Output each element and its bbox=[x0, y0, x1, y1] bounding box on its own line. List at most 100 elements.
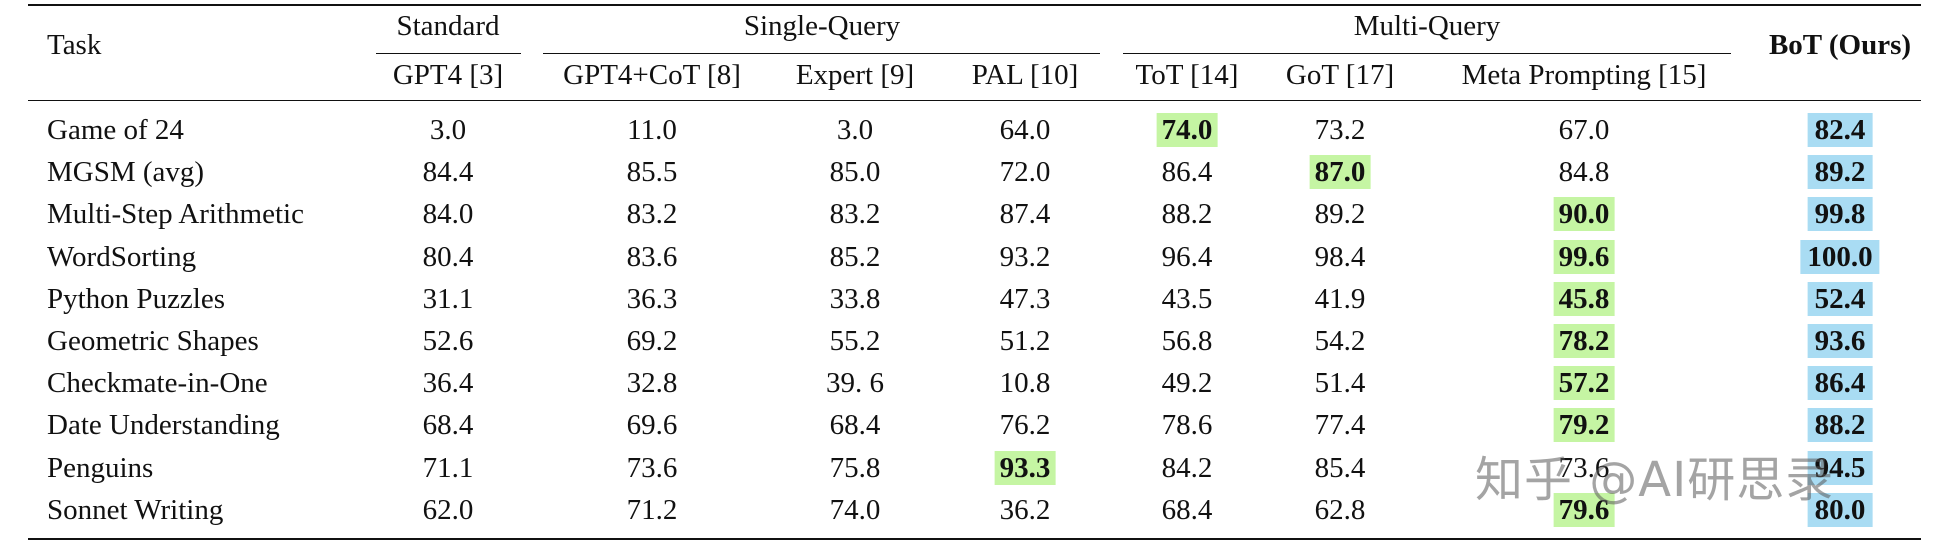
score-cell-expert: 39. 6 bbox=[826, 367, 884, 400]
watermark: 知乎 @AI研思录 bbox=[1475, 452, 1835, 508]
score-cell-bot: 94.5 bbox=[1807, 450, 1873, 485]
task-name-cell: Penguins bbox=[47, 451, 154, 484]
score-cell-gpt4cot: 85.5 bbox=[626, 156, 678, 189]
score-cell-tot: 78.6 bbox=[1161, 409, 1213, 442]
score-cell-got: 98.4 bbox=[1314, 240, 1366, 273]
score-cell-meta: 67.0 bbox=[1558, 114, 1610, 146]
score-cell-meta: 57.2 bbox=[1553, 366, 1615, 401]
score-cell-gpt4: 71.1 bbox=[422, 451, 474, 484]
score-cell-meta: 78.2 bbox=[1553, 324, 1615, 358]
score-cell-expert: 33.8 bbox=[829, 282, 881, 315]
single-query-group-header: Single-Query bbox=[743, 10, 901, 42]
score-cell-gpt4: 68.4 bbox=[422, 409, 474, 442]
score-cell-got: 87.0 bbox=[1309, 155, 1371, 190]
score-cell-pal: 87.4 bbox=[999, 198, 1051, 231]
score-cell-meta: 84.8 bbox=[1558, 156, 1610, 189]
score-cell-bot: 93.6 bbox=[1807, 324, 1873, 358]
score-cell-got: 54.2 bbox=[1314, 325, 1366, 357]
score-cell-tot: 86.4 bbox=[1161, 156, 1213, 189]
score-cell-expert: 3.0 bbox=[836, 114, 874, 146]
score-cell-pal: 93.2 bbox=[999, 240, 1051, 273]
score-cell-bot: 88.2 bbox=[1807, 408, 1873, 443]
score-cell-tot: 96.4 bbox=[1161, 240, 1213, 273]
score-cell-gpt4cot: 83.2 bbox=[626, 198, 678, 231]
score-cell-meta: 73.6 bbox=[1558, 451, 1610, 484]
score-cell-gpt4: 31.1 bbox=[422, 282, 474, 315]
score-cell-bot: 86.4 bbox=[1807, 366, 1873, 401]
col-header-tot: ToT [14] bbox=[1135, 59, 1239, 91]
score-cell-tot: 43.5 bbox=[1161, 282, 1213, 315]
task-name-cell: WordSorting bbox=[47, 240, 197, 273]
score-cell-meta: 45.8 bbox=[1553, 281, 1615, 316]
score-cell-pal: 10.8 bbox=[999, 367, 1051, 400]
task-name-cell: Game of 24 bbox=[47, 114, 184, 146]
score-cell-meta: 90.0 bbox=[1553, 197, 1615, 232]
task-name-cell: Sonnet Writing bbox=[47, 493, 224, 526]
score-cell-tot: 74.0 bbox=[1156, 113, 1218, 147]
score-cell-gpt4cot: 73.6 bbox=[626, 451, 678, 484]
multi-query-group-header: Multi-Query bbox=[1353, 10, 1501, 42]
score-cell-pal: 36.2 bbox=[999, 493, 1051, 526]
header-rule bbox=[28, 100, 1921, 101]
col-header-gpt4cot: GPT4+CoT [8] bbox=[563, 59, 741, 91]
score-cell-tot: 68.4 bbox=[1161, 493, 1213, 526]
score-cell-got: 51.4 bbox=[1314, 367, 1366, 400]
score-cell-gpt4: 3.0 bbox=[429, 114, 467, 146]
col-header-got: GoT [17] bbox=[1285, 59, 1395, 91]
score-cell-tot: 84.2 bbox=[1161, 451, 1213, 484]
single-query-group-rule bbox=[543, 53, 1100, 54]
score-cell-bot: 99.8 bbox=[1807, 197, 1873, 232]
score-cell-gpt4cot: 36.3 bbox=[626, 282, 678, 315]
score-cell-gpt4: 52.6 bbox=[422, 325, 474, 357]
bot-header: BoT (Ours) bbox=[1768, 29, 1912, 61]
score-cell-tot: 88.2 bbox=[1161, 198, 1213, 231]
col-header-meta: Meta Prompting [15] bbox=[1461, 59, 1707, 91]
score-cell-expert: 74.0 bbox=[829, 493, 881, 526]
task-name-cell: Geometric Shapes bbox=[47, 325, 259, 357]
score-cell-gpt4: 62.0 bbox=[422, 493, 474, 526]
score-cell-got: 85.4 bbox=[1314, 451, 1366, 484]
score-cell-bot: 80.0 bbox=[1807, 492, 1873, 527]
score-cell-gpt4cot: 71.2 bbox=[626, 493, 678, 526]
score-cell-pal: 51.2 bbox=[999, 325, 1051, 357]
score-cell-got: 89.2 bbox=[1314, 198, 1366, 231]
score-cell-gpt4: 36.4 bbox=[422, 367, 474, 400]
multi-query-group-rule bbox=[1123, 53, 1731, 54]
score-cell-gpt4cot: 32.8 bbox=[626, 367, 678, 400]
score-cell-gpt4cot: 69.6 bbox=[626, 409, 678, 442]
score-cell-gpt4: 80.4 bbox=[422, 240, 474, 273]
score-cell-pal: 47.3 bbox=[999, 282, 1051, 315]
score-cell-gpt4: 84.0 bbox=[422, 198, 474, 231]
standard-group-header: Standard bbox=[396, 10, 500, 42]
score-cell-got: 62.8 bbox=[1314, 493, 1366, 526]
score-cell-bot: 100.0 bbox=[1800, 239, 1880, 274]
score-cell-gpt4cot: 69.2 bbox=[626, 325, 678, 357]
col-header-expert: Expert [9] bbox=[795, 59, 915, 91]
score-cell-expert: 55.2 bbox=[829, 325, 881, 357]
score-cell-got: 41.9 bbox=[1314, 282, 1366, 315]
score-cell-meta: 99.6 bbox=[1553, 239, 1615, 274]
score-cell-tot: 56.8 bbox=[1161, 325, 1213, 357]
col-header-gpt4: GPT4 [3] bbox=[392, 59, 504, 91]
score-cell-got: 73.2 bbox=[1314, 114, 1366, 146]
col-header-pal: PAL [10] bbox=[971, 59, 1079, 91]
score-cell-pal: 72.0 bbox=[999, 156, 1051, 189]
bottom-rule bbox=[28, 538, 1921, 540]
top-rule bbox=[28, 4, 1921, 6]
score-cell-expert: 83.2 bbox=[829, 198, 881, 231]
score-cell-tot: 49.2 bbox=[1161, 367, 1213, 400]
standard-group-rule bbox=[376, 53, 521, 54]
task-name-cell: Checkmate-in-One bbox=[47, 367, 268, 400]
score-cell-pal: 93.3 bbox=[994, 450, 1056, 485]
score-cell-meta: 79.6 bbox=[1553, 492, 1615, 527]
score-cell-expert: 75.8 bbox=[829, 451, 881, 484]
score-cell-gpt4cot: 11.0 bbox=[627, 114, 677, 146]
score-cell-gpt4: 84.4 bbox=[422, 156, 474, 189]
score-cell-bot: 52.4 bbox=[1807, 281, 1873, 316]
score-cell-pal: 64.0 bbox=[999, 114, 1051, 146]
score-cell-bot: 82.4 bbox=[1807, 113, 1873, 147]
task-name-cell: Multi-Step Arithmetic bbox=[47, 198, 304, 231]
score-cell-expert: 85.2 bbox=[829, 240, 881, 273]
score-cell-expert: 85.0 bbox=[829, 156, 881, 189]
task-header: Task bbox=[47, 29, 102, 61]
